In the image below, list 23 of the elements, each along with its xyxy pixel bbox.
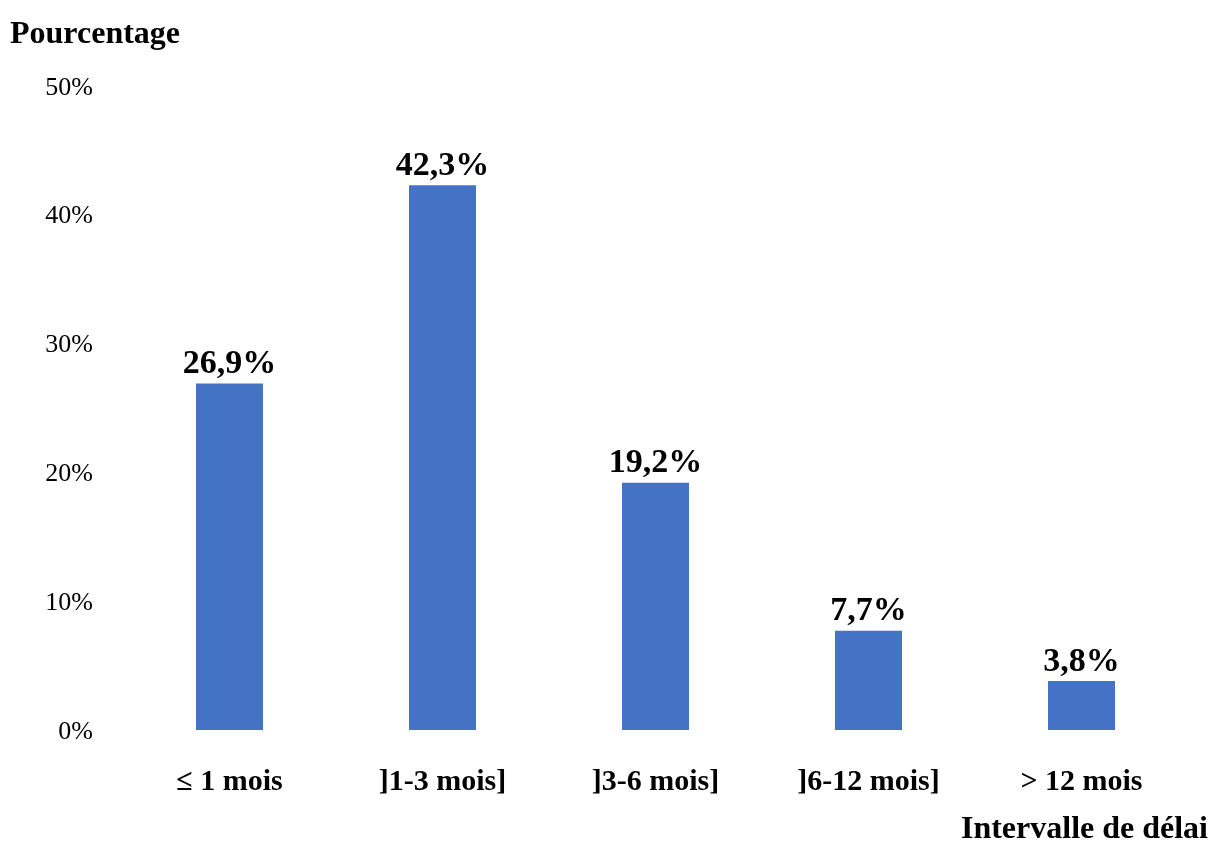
- y-tick-label: 40%: [45, 200, 93, 230]
- y-tick-label: 30%: [45, 329, 93, 359]
- x-tick-label: > 12 mois: [1020, 762, 1143, 796]
- data-label: 7,7%: [830, 590, 907, 628]
- x-tick-label: ]6-12 mois]: [797, 762, 940, 796]
- bar: [622, 482, 689, 730]
- y-axis-title: Pourcentage: [10, 14, 181, 50]
- x-tick-label: ]1-3 mois]: [378, 762, 507, 796]
- x-tick-label: ]3-6 mois]: [591, 762, 720, 796]
- y-tick-label: 20%: [45, 457, 93, 487]
- y-tick-label: 0%: [58, 715, 93, 745]
- y-tick-label: 10%: [45, 586, 93, 616]
- x-axis-title: Intervalle de délai: [960, 809, 1209, 845]
- bar: [835, 630, 902, 730]
- bar: [196, 383, 263, 730]
- data-label: 19,2%: [608, 442, 703, 480]
- y-tick-label: 50%: [45, 71, 93, 101]
- x-tick-label: ≤ 1 mois: [176, 762, 283, 796]
- data-label: 3,8%: [1043, 640, 1120, 678]
- bar: [409, 185, 476, 730]
- bar: [1048, 681, 1115, 730]
- data-label: 42,3%: [395, 144, 490, 182]
- data-label: 26,9%: [182, 343, 277, 381]
